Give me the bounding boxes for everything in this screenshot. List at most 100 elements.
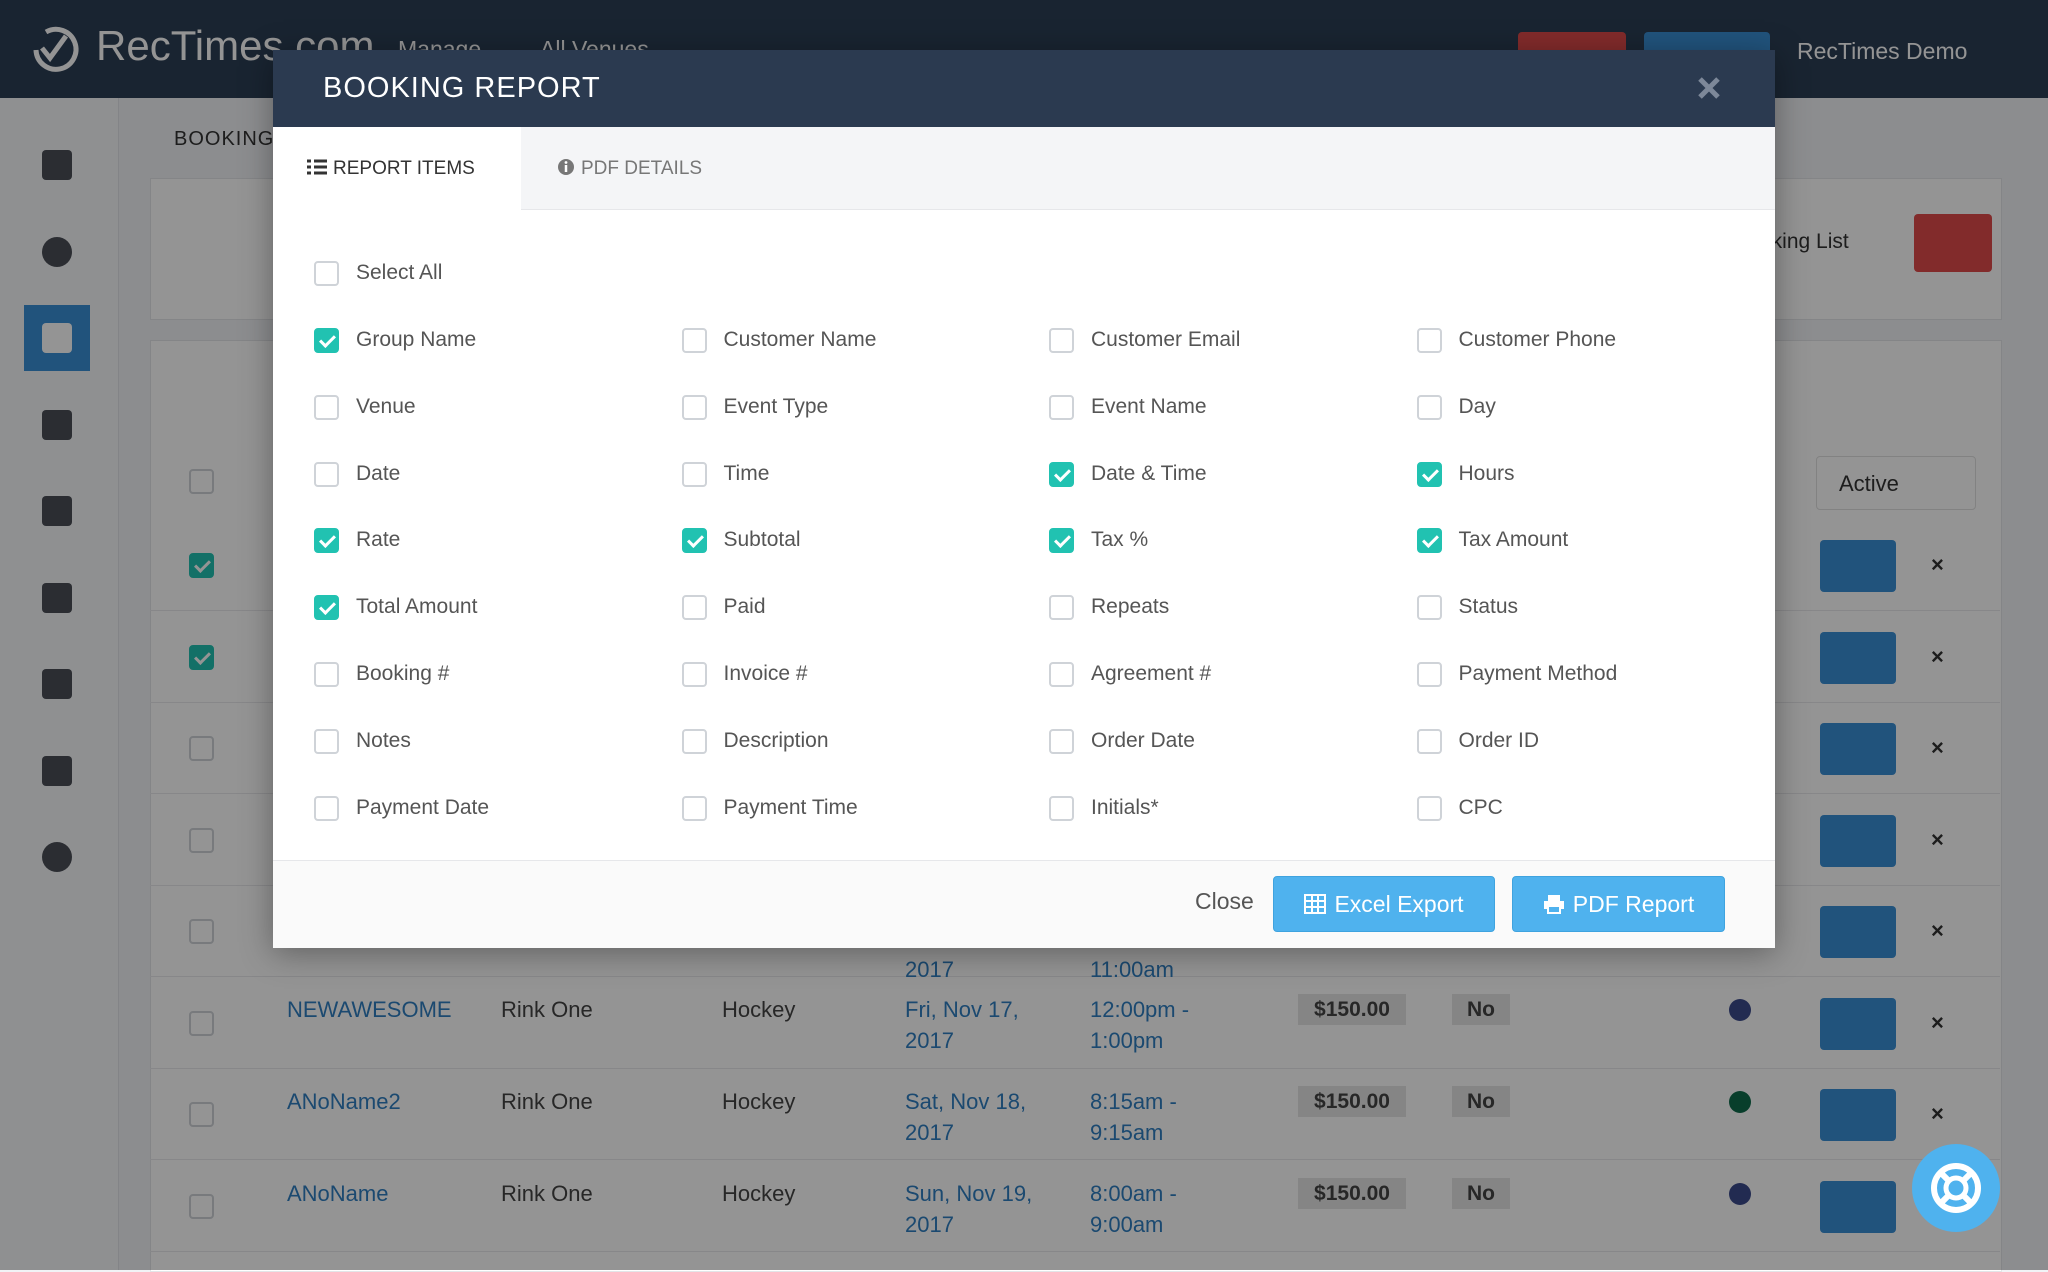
tab-active[interactable]: REPORT ITEMS [273,127,521,211]
edit-button[interactable] [1820,906,1896,958]
checkbox-label[interactable]: Customer Email [1091,328,1241,351]
checkbox[interactable] [681,795,707,821]
edit-button[interactable] [1820,540,1896,592]
checkbox-label[interactable]: Order ID [1458,728,1540,752]
delete-row[interactable]: × [1931,644,1944,669]
checkbox-label[interactable]: Customer Phone [1458,328,1617,351]
checkbox-label[interactable]: Group Name [356,328,477,351]
checkbox[interactable] [314,662,339,687]
sidebar-item[interactable] [24,824,90,890]
checkbox-label[interactable]: Payment Method [1458,662,1618,685]
tab[interactable]: PDF DETAILS [557,158,702,180]
checkbox[interactable] [314,528,339,554]
delete-row[interactable]: × [1931,735,1944,760]
checkbox[interactable] [1416,595,1442,621]
sidebar-item[interactable] [24,392,90,458]
sidebar-item[interactable] [24,219,90,285]
row-checkbox[interactable] [189,919,214,944]
checkbox[interactable] [1416,662,1442,687]
checkbox-label[interactable]: Initials* [1091,795,1159,819]
checkbox[interactable] [1416,528,1442,554]
checkbox-label[interactable]: Status [1458,595,1519,619]
checkbox-label[interactable]: Agreement # [1091,662,1212,685]
checkbox[interactable] [681,728,707,754]
delete-row[interactable]: × [1931,552,1944,577]
edit-button[interactable] [1820,815,1896,867]
checkbox-label[interactable]: Customer Name [723,328,877,351]
modal-close-icon[interactable] [1697,76,1721,100]
row-checkbox[interactable] [189,1102,214,1127]
delete-row[interactable]: × [1931,827,1944,852]
row-checkbox[interactable] [189,1194,214,1219]
checkbox-label[interactable]: Hours [1458,461,1515,485]
checkbox-label[interactable]: Rate [356,528,401,552]
checkbox[interactable] [1049,328,1074,353]
checkbox[interactable] [681,328,707,353]
delete-row[interactable]: × [1931,1010,1944,1035]
checkbox[interactable] [1049,595,1074,621]
checkbox[interactable] [314,595,339,621]
checkbox-label[interactable]: Event Type [723,394,829,418]
checkbox-label[interactable]: Paid [723,595,766,619]
checkbox[interactable] [1049,795,1074,821]
edit-button[interactable] [1820,1089,1896,1141]
table-name[interactable]: NEWAWESOME [287,997,452,1022]
delete-button[interactable] [1914,214,1992,272]
table-name[interactable]: ANoName2 [287,1089,401,1114]
sidebar-item[interactable] [24,132,90,198]
checkbox[interactable] [681,394,707,420]
status-filter[interactable]: Active [1816,456,1976,510]
checkbox-label[interactable]: Booking # [356,662,450,685]
edit-button[interactable] [1820,1181,1896,1233]
row-checkbox[interactable] [189,1011,214,1036]
checkbox-label[interactable]: Select All [356,261,443,284]
checkbox[interactable] [1049,461,1074,487]
sidebar-item[interactable] [24,478,90,544]
checkbox[interactable] [1049,528,1074,554]
help-button[interactable] [1910,1142,2002,1234]
checkbox[interactable] [1416,461,1442,487]
checkbox[interactable] [1416,394,1442,420]
sidebar-item[interactable] [24,651,90,717]
list-button[interactable]: oking List [1760,230,1849,253]
checkbox[interactable] [681,595,707,621]
edit-button[interactable] [1820,998,1896,1050]
checkbox-label[interactable]: Venue [356,394,416,418]
checkbox-label[interactable]: Total Amount [356,595,478,619]
checkbox-label[interactable]: Payment Date [356,795,490,819]
row-checkbox[interactable] [189,469,214,494]
checkbox-label[interactable]: Payment Time [723,795,858,819]
checkbox[interactable] [314,394,339,420]
checkbox[interactable] [314,728,339,754]
checkbox[interactable] [1416,728,1442,754]
checkbox[interactable] [1049,394,1074,420]
checkbox-label[interactable]: Subtotal [723,528,801,552]
checkbox[interactable] [1416,795,1442,821]
checkbox[interactable] [681,461,707,487]
checkbox-label[interactable]: Invoice # [723,662,808,685]
checkbox-label[interactable]: CPC [1458,795,1503,819]
checkbox-label[interactable]: Notes [356,728,411,752]
row-checkbox[interactable] [189,736,214,761]
checkbox-label[interactable]: Description [723,728,829,752]
checkbox-label[interactable]: Date [356,461,401,485]
user-menu[interactable]: RecTimes Demo [1797,38,1968,64]
checkbox[interactable] [1416,328,1442,353]
checkbox-label[interactable]: Repeats [1091,595,1170,619]
checkbox-label[interactable]: Event Name [1091,394,1207,418]
checkbox-label[interactable]: Day [1458,394,1496,418]
checkbox-label[interactable]: Date & Time [1091,461,1207,485]
sidebar-item[interactable] [24,738,90,804]
edit-button[interactable] [1820,632,1896,684]
delete-row[interactable]: × [1931,1101,1944,1126]
checkbox[interactable] [314,261,339,286]
checkbox-label[interactable]: Time [723,461,770,485]
checkbox[interactable] [314,795,339,821]
checkbox-label[interactable]: Tax Amount [1458,528,1569,552]
close-button[interactable]: Close [1195,888,1254,914]
delete-row[interactable]: × [1931,918,1944,943]
checkbox[interactable] [314,328,339,353]
checkbox[interactable] [681,662,707,687]
pdf-report-button[interactable]: PDF Report [1512,876,1725,932]
row-checkbox[interactable] [189,828,214,853]
